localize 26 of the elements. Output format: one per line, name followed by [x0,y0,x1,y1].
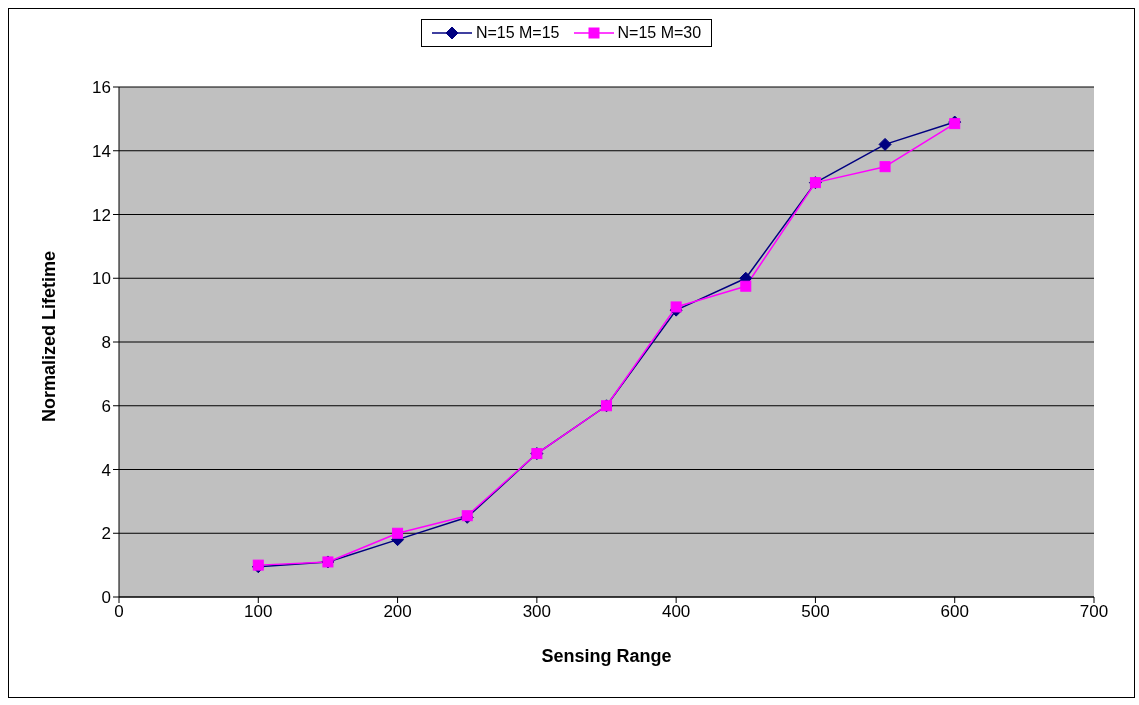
point [878,137,892,151]
y-tick-label: 14 [92,141,111,161]
y-tick-label: 12 [92,205,111,225]
y-axis-title: Normalized Lifetime [39,250,60,422]
y-tick-label: 10 [92,269,111,289]
y-tick-label: 16 [92,78,111,98]
y-tick-label: 4 [101,460,111,480]
x-tick-label: 300 [522,602,552,622]
y-tick-label: 0 [101,588,111,608]
x-tick-label: 600 [940,602,969,622]
y-tick-label: 6 [101,396,111,416]
point [879,161,891,173]
x-tick-label: 0 [114,602,124,622]
x-tick-label: 100 [244,602,273,622]
point [670,301,682,313]
legend-label: N=15 M=15 [475,24,560,42]
y-tick-label: 2 [101,524,111,544]
x-tick-label: 700 [1079,602,1109,622]
x-tick-label: 500 [801,602,830,622]
point [392,527,404,539]
x-tick-label: 200 [383,602,412,622]
x-axis-title: Sensing Range [541,646,672,666]
x-tick-label: 400 [661,602,691,622]
legend-label: N=15 M=30 [617,24,702,42]
point [740,280,752,292]
y-tick-label: 8 [101,333,111,353]
